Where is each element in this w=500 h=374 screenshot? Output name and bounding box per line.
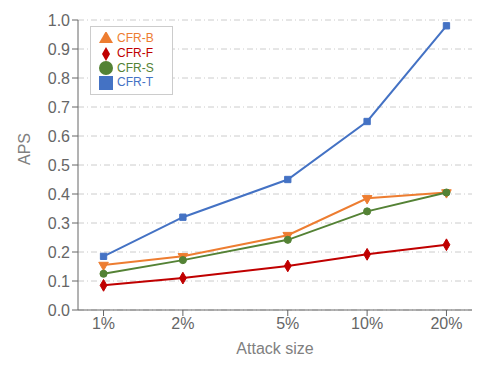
svg-text:0.7: 0.7 xyxy=(48,99,70,116)
svg-text:0.6: 0.6 xyxy=(48,128,70,145)
html-text:CFR-B: CFR-B xyxy=(117,31,154,45)
svg-text:1.0: 1.0 xyxy=(48,12,70,29)
svg-text:0.2: 0.2 xyxy=(48,244,70,261)
svg-text:2%: 2% xyxy=(171,315,194,332)
svg-text:0.1: 0.1 xyxy=(48,273,70,290)
svg-text:0.5: 0.5 xyxy=(48,157,70,174)
svg-text:APS: APS xyxy=(16,133,33,165)
svg-text:20%: 20% xyxy=(430,315,462,332)
html-text:CFR-T: CFR-T xyxy=(117,75,153,90)
svg-text:10%: 10% xyxy=(351,315,383,332)
svg-text:0.9: 0.9 xyxy=(48,41,70,58)
svg-text:1%: 1% xyxy=(92,315,115,332)
svg-text:Attack size: Attack size xyxy=(236,340,313,357)
svg-text:0.3: 0.3 xyxy=(48,215,70,232)
html-text:CFR-F: CFR-F xyxy=(117,45,153,60)
html-text:CFR-S: CFR-S xyxy=(117,60,154,75)
svg-text:0.8: 0.8 xyxy=(48,70,70,87)
svg-text:0.4: 0.4 xyxy=(48,186,70,203)
svg-text:0.0: 0.0 xyxy=(48,302,70,319)
svg-text:5%: 5% xyxy=(276,315,299,332)
